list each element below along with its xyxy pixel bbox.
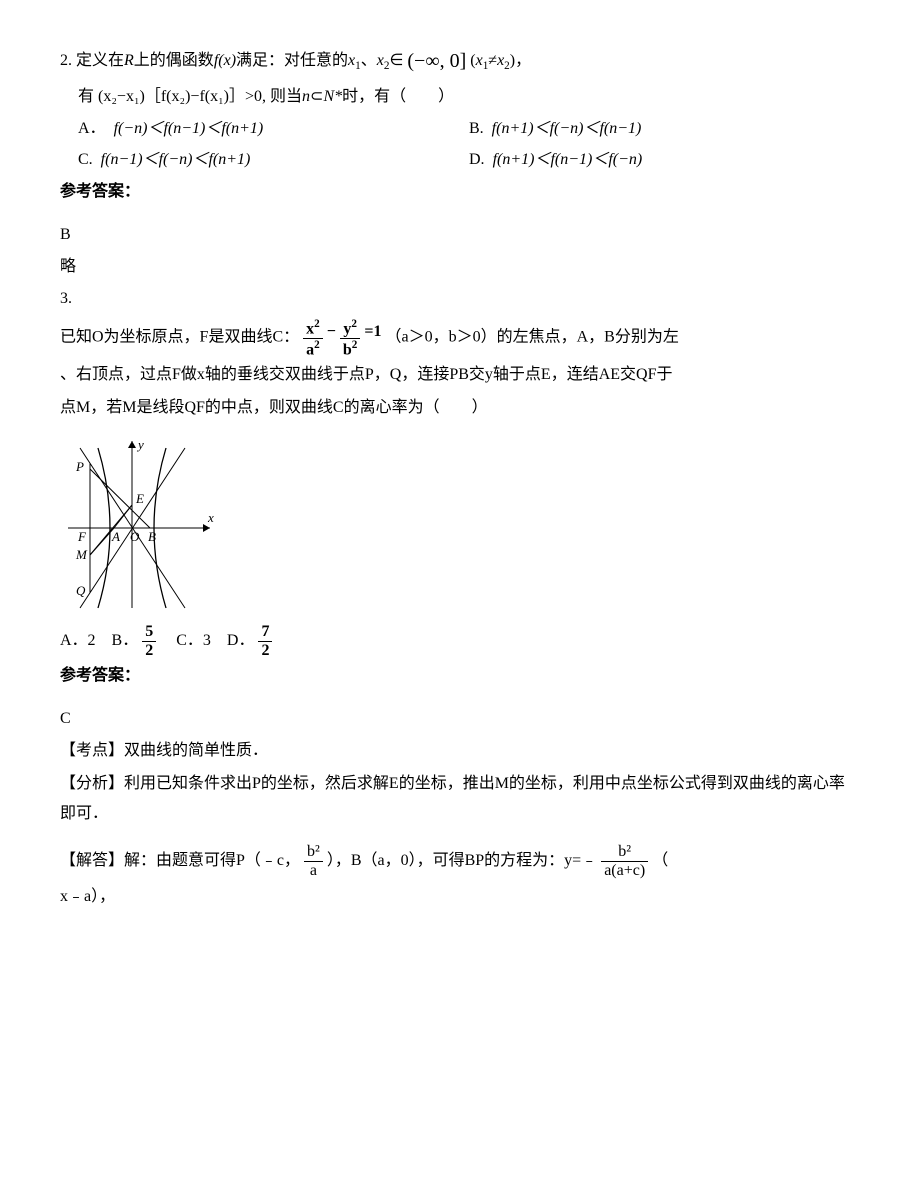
q2-options-row2: C. f(n−1)＜f(−n)＜f(n+1) D. f(n+1)＜f(n−1)＜… <box>60 145 860 175</box>
q3-stem-line2: 、右顶点，过点F做x轴的垂线交双曲线于点P，Q，连接PB交y轴于点E，连结AE交… <box>60 360 860 390</box>
svg-text:M: M <box>75 547 88 562</box>
svg-text:x: x <box>207 510 214 525</box>
q2-option-d: D. f(n+1)＜f(n−1)＜f(−n) <box>469 145 860 175</box>
q2-stem-line2: 有 (x₂−x₁)［f(x₂)−f(x₁)］>0, 则当n⊂N*时，有（ ） <box>60 82 860 112</box>
svg-text:O: O <box>130 529 140 544</box>
svg-text:A: A <box>111 529 120 544</box>
hyperbola-diagram: P Q F AOB E Mx y <box>60 433 860 613</box>
q2-option-c: C. f(n−1)＜f(−n)＜f(n+1) <box>78 145 469 175</box>
hyperbola-equation: x2a2 − y2b2 =1 <box>303 317 381 359</box>
q3-jieda-line2: x﹣a）， <box>60 882 860 912</box>
q3-stem-line1: 已知O为坐标原点，F是双曲线C： x2a2 − y2b2 =1 （a＞0，b＞0… <box>60 317 860 359</box>
q2-stem-line1: 2. 定义在R上的偶函数f(x)满足：对任意的x1、x2∈ (−∞, 0] (x… <box>60 42 860 80</box>
q3-kaodian: 【考点】双曲线的简单性质． <box>60 736 860 766</box>
svg-text:Q: Q <box>76 583 86 598</box>
svg-text:B: B <box>148 529 156 544</box>
svg-text:F: F <box>77 529 87 544</box>
q3-stem-line3: 点M，若M是线段QF的中点，则双曲线C的离心率为（ ） <box>60 393 860 423</box>
q3-number: 3. <box>60 284 860 314</box>
svg-text:E: E <box>135 491 144 506</box>
q2-option-b: B. f(n+1)＜f(−n)＜f(n−1) <box>469 114 860 144</box>
q2-inequality: (x₂−x₁)［f(x₂)−f(x₁)］>0, <box>98 88 266 105</box>
q3-answer: C <box>60 704 860 734</box>
interval-expr: (−∞, 0] <box>407 50 466 72</box>
q2-explanation: 略 <box>60 252 860 282</box>
q2-answer: B <box>60 220 860 250</box>
svg-text:P: P <box>75 459 84 474</box>
svg-text:y: y <box>136 437 144 452</box>
q3-jieda-line1: 【解答】解：由题意可得P（﹣c， b²a ），B（a，0），可得BP的方程为：y… <box>60 843 860 879</box>
q3-answer-label: 参考答案： <box>60 661 860 691</box>
q2-options-row1: A． f(−n)＜f(n−1)＜f(n+1) B. f(n+1)＜f(−n)＜f… <box>60 114 860 144</box>
q2-number: 2. <box>60 52 72 69</box>
q3-options: A．2 B． 52 C．3 D． 72 <box>60 623 860 659</box>
q2-option-a: A． f(−n)＜f(n−1)＜f(n+1) <box>78 114 469 144</box>
q2-answer-label: 参考答案： <box>60 177 860 207</box>
q3-fenxi: 【分析】利用已知条件求出P的坐标，然后求解E的坐标，推出M的坐标，利用中点坐标公… <box>60 769 860 830</box>
